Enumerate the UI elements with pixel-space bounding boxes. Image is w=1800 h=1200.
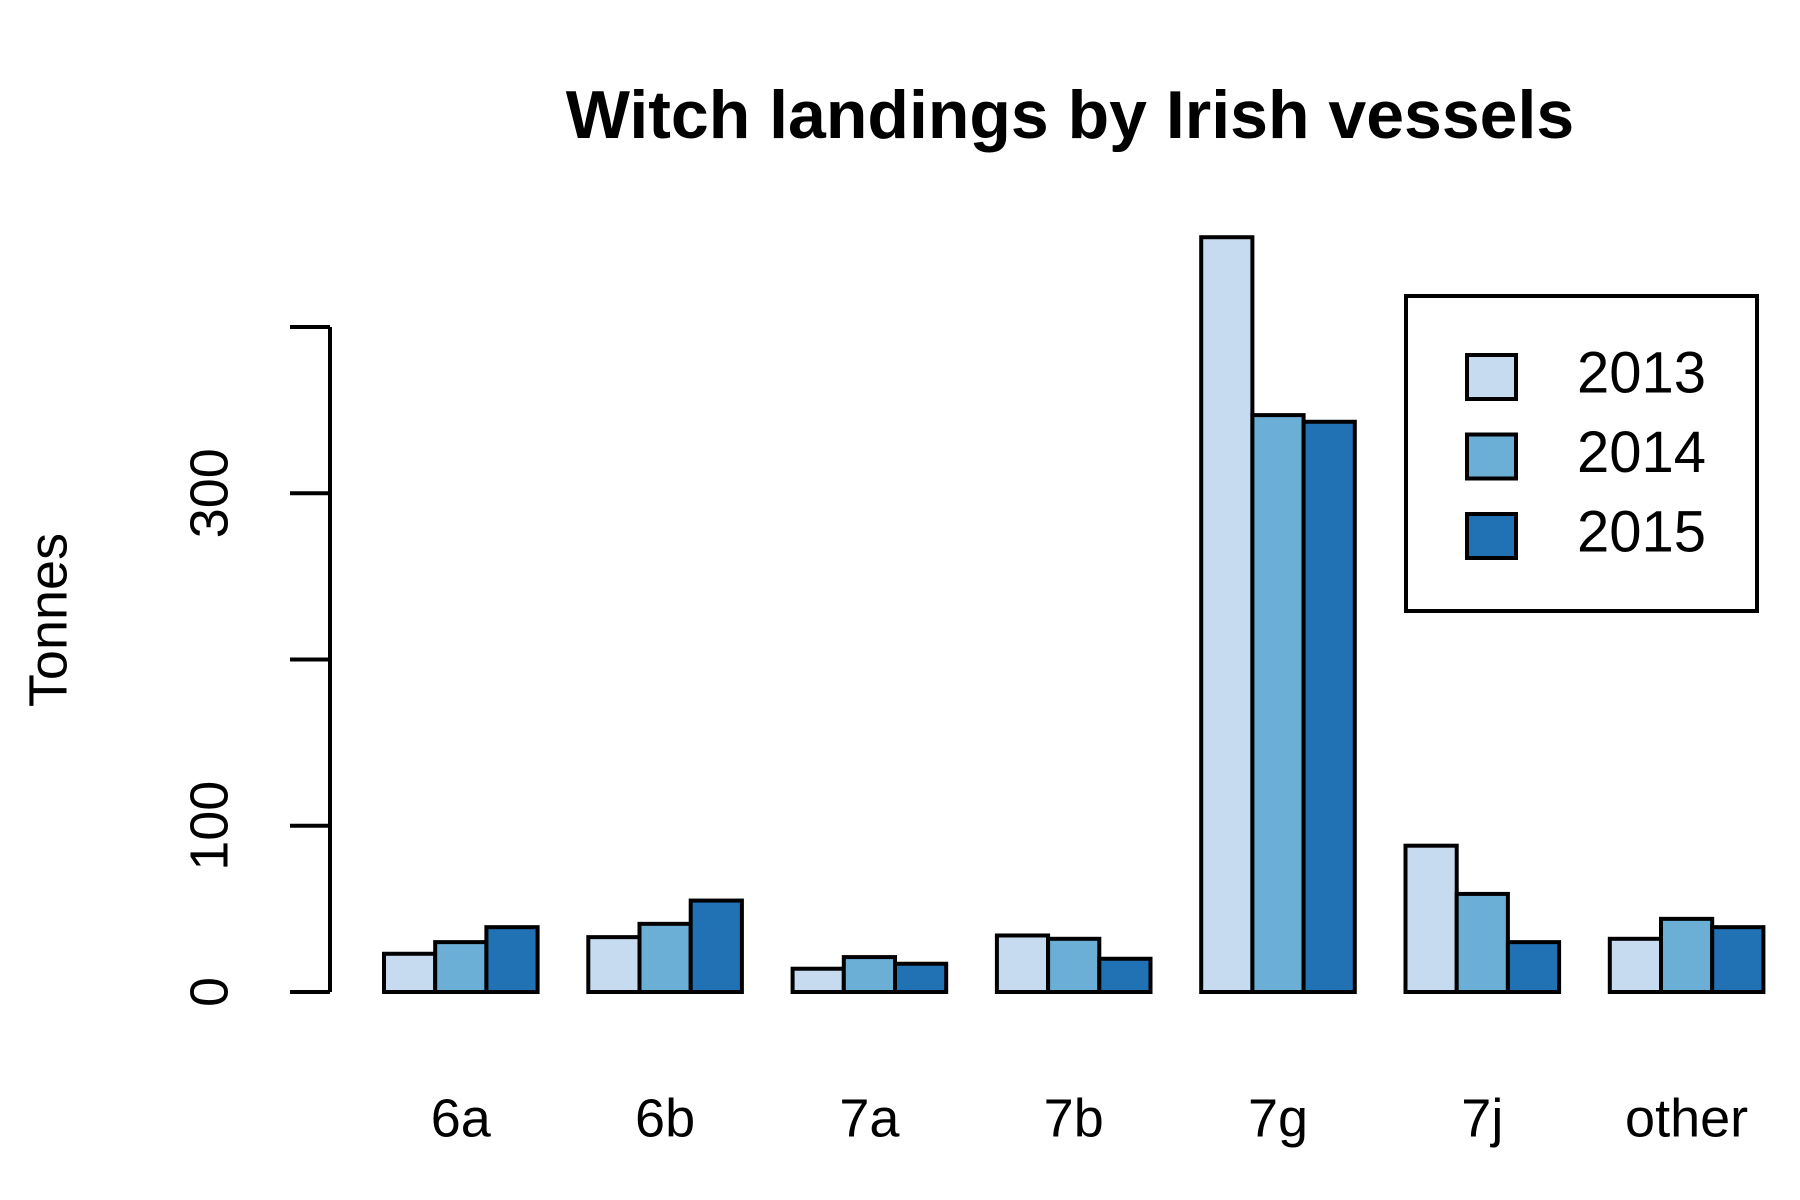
- y-tick-label: 0: [179, 977, 239, 1007]
- bar: [1403, 843, 1459, 995]
- x-tick-label: 6b: [635, 1088, 695, 1148]
- bar: [637, 921, 693, 995]
- bar: [1046, 936, 1102, 994]
- bar: [994, 933, 1051, 994]
- legend-swatch: [1465, 353, 1518, 401]
- x-tick-label: 7j: [1461, 1088, 1503, 1148]
- chart-title: Witch landings by Irish vessels: [566, 77, 1574, 153]
- x-tick-label: 7a: [839, 1088, 900, 1148]
- legend-swatch: [1465, 512, 1518, 560]
- x-tick-label: other: [1625, 1088, 1748, 1148]
- bar: [484, 925, 540, 994]
- bar: [1659, 916, 1715, 994]
- y-tick-label: 300: [179, 448, 239, 538]
- bar: [1710, 925, 1766, 994]
- bar: [1097, 956, 1153, 994]
- bar: [1250, 413, 1306, 994]
- legend-box: [1404, 294, 1759, 613]
- bar: [790, 966, 846, 994]
- bar: [893, 961, 949, 994]
- bar: [433, 940, 489, 994]
- bar: [1505, 940, 1562, 994]
- bar: [382, 951, 438, 995]
- bar: [688, 898, 744, 994]
- x-tick-label: 6a: [431, 1088, 492, 1148]
- bar: [1199, 235, 1255, 995]
- legend-label: 2015: [1577, 499, 1706, 564]
- bar: [1454, 891, 1510, 994]
- legend-swatch: [1465, 432, 1518, 481]
- x-tick-label: 7b: [1044, 1088, 1104, 1148]
- legend-label: 2013: [1577, 340, 1706, 405]
- y-tick-label: 100: [179, 781, 239, 871]
- bar: [1301, 419, 1357, 994]
- y-axis-label: Tonnes: [18, 533, 78, 707]
- bar: [586, 935, 642, 995]
- bar: [841, 955, 897, 995]
- x-tick-label: 7g: [1248, 1088, 1308, 1148]
- legend-label: 2014: [1577, 420, 1706, 485]
- bar: [1607, 936, 1664, 994]
